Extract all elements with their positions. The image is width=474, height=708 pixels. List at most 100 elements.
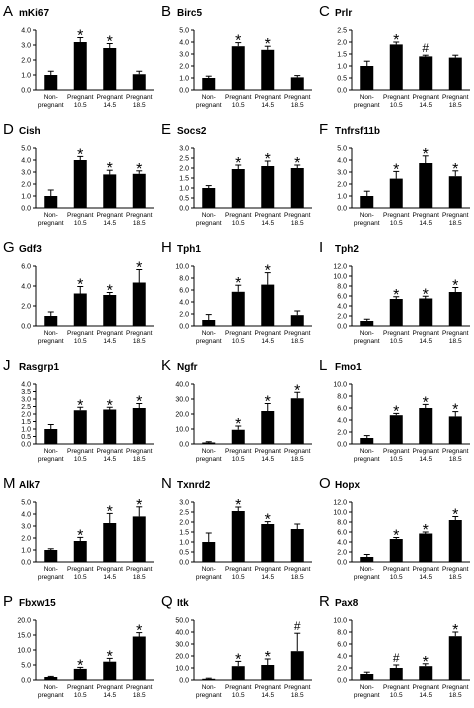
y-tick-label: 4.0 xyxy=(21,158,31,165)
y-tick-label: 2.0 xyxy=(179,312,189,319)
bar xyxy=(231,169,245,208)
x-tick-label-line: 14.5 xyxy=(419,102,432,109)
significance-mark: * xyxy=(265,36,271,53)
y-tick-label: 2.0 xyxy=(337,430,347,437)
x-tick-label: Non-pregnant xyxy=(196,94,222,109)
panel-title: Hopx xyxy=(335,480,360,491)
significance-mark: * xyxy=(265,151,271,168)
significance-mark: * xyxy=(452,402,458,419)
significance-mark: * xyxy=(107,34,113,51)
significance-mark: * xyxy=(423,286,429,303)
x-tick-label-line: Non- xyxy=(360,330,374,337)
y-tick-label: 0.0 xyxy=(337,560,347,567)
significance-mark: * xyxy=(423,522,429,539)
y-tick-label: 4.0 xyxy=(337,158,347,165)
panel-e: E Socs2 0.0 0.5 1.0 1.5 2.0 2.5 3.0 Non-pregnant *… xyxy=(161,121,312,227)
bar xyxy=(132,516,146,562)
bar xyxy=(389,415,403,444)
significance-mark: * xyxy=(393,161,399,178)
y-tick-label: 15.0 xyxy=(17,633,31,640)
x-tick-label-line: 14.5 xyxy=(103,692,116,699)
x-tick-label: Pregnant 18.5 xyxy=(126,94,153,109)
x-tick-label: Pregnant 14.5 xyxy=(255,330,282,345)
y-tick-label: 50.0 xyxy=(175,618,189,625)
x-tick-label: Pregnant 18.5 xyxy=(442,212,469,227)
y-tick-label: 10.0 xyxy=(333,382,347,389)
panel-title: Socs2 xyxy=(177,126,207,137)
significance-mark: * xyxy=(235,155,241,172)
x-tick-label-line: pregnant xyxy=(196,456,222,463)
panel-title: Fmo1 xyxy=(335,362,362,373)
x-tick-label-line: 10.5 xyxy=(74,574,87,581)
y-tick-label: 2.5 xyxy=(21,404,31,411)
panel-letter: D xyxy=(3,121,14,138)
bar xyxy=(389,178,403,208)
x-tick-label-line: Non- xyxy=(44,448,58,455)
panel-title: Birc5 xyxy=(177,8,202,19)
y-tick-label: 5.0 xyxy=(21,146,31,153)
bar xyxy=(44,677,58,680)
x-tick-label: Pregnant 18.5 xyxy=(442,330,469,345)
panel-title: Itk xyxy=(177,598,189,609)
x-tick-label-line: 10.5 xyxy=(390,102,403,109)
bar xyxy=(132,74,146,90)
x-tick-label: Pregnant 18.5 xyxy=(442,566,469,581)
significance-mark: * xyxy=(452,622,458,639)
x-tick-label-line: Pregnant xyxy=(383,684,410,691)
y-tick-label: 10.0 xyxy=(175,427,189,434)
y-tick-label: 3.0 xyxy=(179,52,189,59)
y-tick-label: 5.0 xyxy=(179,28,189,35)
x-tick-label: Pregnant 10.5 xyxy=(383,212,410,227)
x-tick-label-line: Non- xyxy=(360,94,374,101)
x-tick-label: Pregnant 14.5 xyxy=(97,684,124,699)
panel-title: Tph1 xyxy=(177,244,201,255)
panel-m: M Alk7 0.0 1.0 2.0 3.0 4.0 5.0 Non-pregnant * Preg… xyxy=(3,475,154,581)
panel-o: O Hopx 0.0 2.0 4.0 6.0 8.0 10.0 12.0 Non-pregnant… xyxy=(319,475,470,581)
significance-mark: * xyxy=(77,527,83,544)
panel-letter: K xyxy=(161,357,171,374)
y-tick-label: 1.0 xyxy=(21,548,31,555)
x-tick-label: Pregnant 10.5 xyxy=(383,684,410,699)
x-tick-label-line: Pregnant xyxy=(126,212,153,219)
bar xyxy=(360,674,374,680)
panel-letter: G xyxy=(3,239,15,256)
bar xyxy=(44,196,58,208)
y-tick-label: 1.0 xyxy=(21,427,31,434)
significance-mark: * xyxy=(452,507,458,524)
x-tick-label-line: 18.5 xyxy=(133,220,146,227)
y-tick-label: 0.5 xyxy=(337,76,347,83)
x-tick-label-line: pregnant xyxy=(196,338,222,345)
bar xyxy=(448,416,462,444)
y-tick-label: 1.0 xyxy=(179,186,189,193)
x-tick-label-line: Pregnant xyxy=(383,330,410,337)
x-tick-label: Pregnant 14.5 xyxy=(255,212,282,227)
x-tick-label-line: Pregnant xyxy=(284,448,311,455)
y-tick-label: 10.0 xyxy=(333,618,347,625)
y-tick-label: 40.0 xyxy=(175,382,189,389)
x-tick-label-line: 18.5 xyxy=(133,456,146,463)
x-tick-label-line: 10.5 xyxy=(74,220,87,227)
x-tick-label-line: 18.5 xyxy=(291,338,304,345)
bar xyxy=(448,292,462,326)
panel-letter: B xyxy=(161,3,171,20)
x-tick-label: Pregnant 10.5 xyxy=(383,448,410,463)
panel-letter: I xyxy=(319,239,323,256)
x-tick-label: Non-pregnant xyxy=(354,94,380,109)
bar xyxy=(73,160,87,208)
x-tick-label: Pregnant 14.5 xyxy=(97,212,124,227)
y-tick-label: 8.0 xyxy=(337,394,347,401)
x-tick-label-line: Non- xyxy=(360,566,374,573)
panel-q: Q Itk 0.0 10.0 20.0 30.0 40.0 50.0 Non-pregnant *… xyxy=(161,593,312,699)
y-tick-label: 4.0 xyxy=(337,540,347,547)
x-tick-label-line: pregnant xyxy=(38,692,64,699)
x-tick-label-line: Pregnant xyxy=(97,330,124,337)
x-tick-label: Pregnant 10.5 xyxy=(383,94,410,109)
x-tick-label-line: 14.5 xyxy=(261,338,274,345)
x-tick-label-line: 18.5 xyxy=(291,220,304,227)
significance-mark: * xyxy=(77,277,83,294)
panel-title: mKi67 xyxy=(19,8,49,19)
y-tick-label: 1.5 xyxy=(179,530,189,537)
panel-title: Fbxw15 xyxy=(19,598,56,609)
x-tick-label-line: 10.5 xyxy=(390,456,403,463)
x-tick-label-line: 14.5 xyxy=(419,574,432,581)
